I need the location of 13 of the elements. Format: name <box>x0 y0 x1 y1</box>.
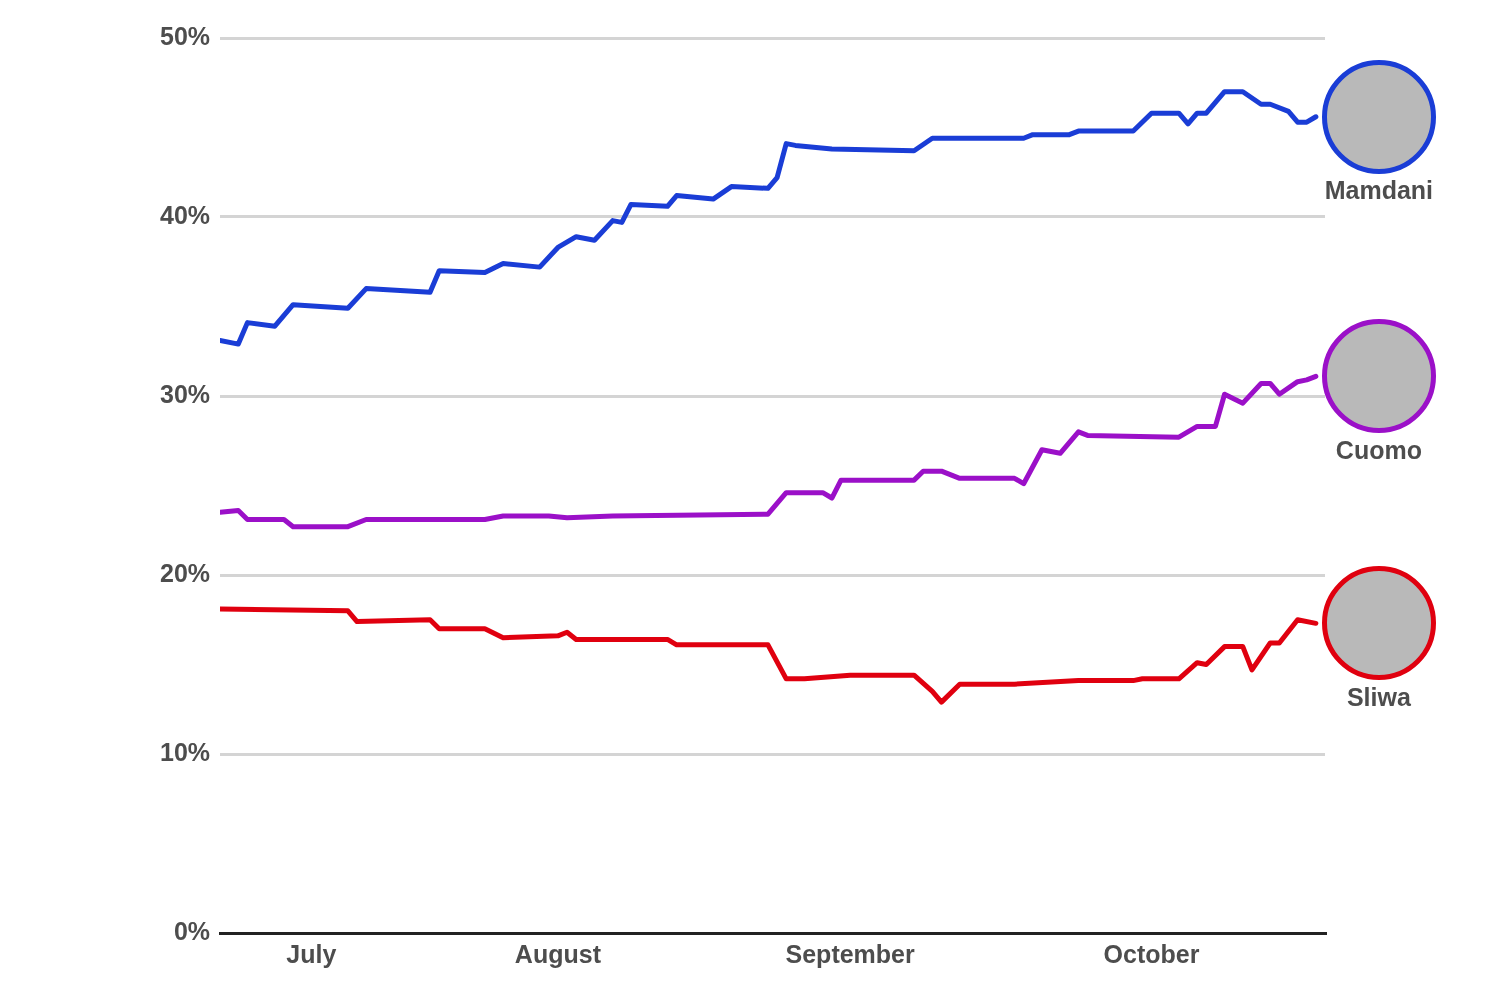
x-tick-label: September <box>785 939 916 968</box>
text: Sliwa <box>1346 682 1412 711</box>
y-tick-label: 30% <box>159 379 211 408</box>
y-tick-label: 0% <box>173 916 211 945</box>
x-tick-label: August <box>514 939 602 968</box>
y-tick-label: 20% <box>159 558 211 587</box>
x-tick-label: October <box>1103 939 1200 968</box>
text: Cuomo <box>1335 435 1422 464</box>
text: Mamdani <box>1324 176 1434 205</box>
y-tick-label: 10% <box>159 737 211 766</box>
y-tick-label: 50% <box>159 21 211 50</box>
y-tick-label: 40% <box>159 200 211 229</box>
x-tick-label: July <box>286 939 337 968</box>
